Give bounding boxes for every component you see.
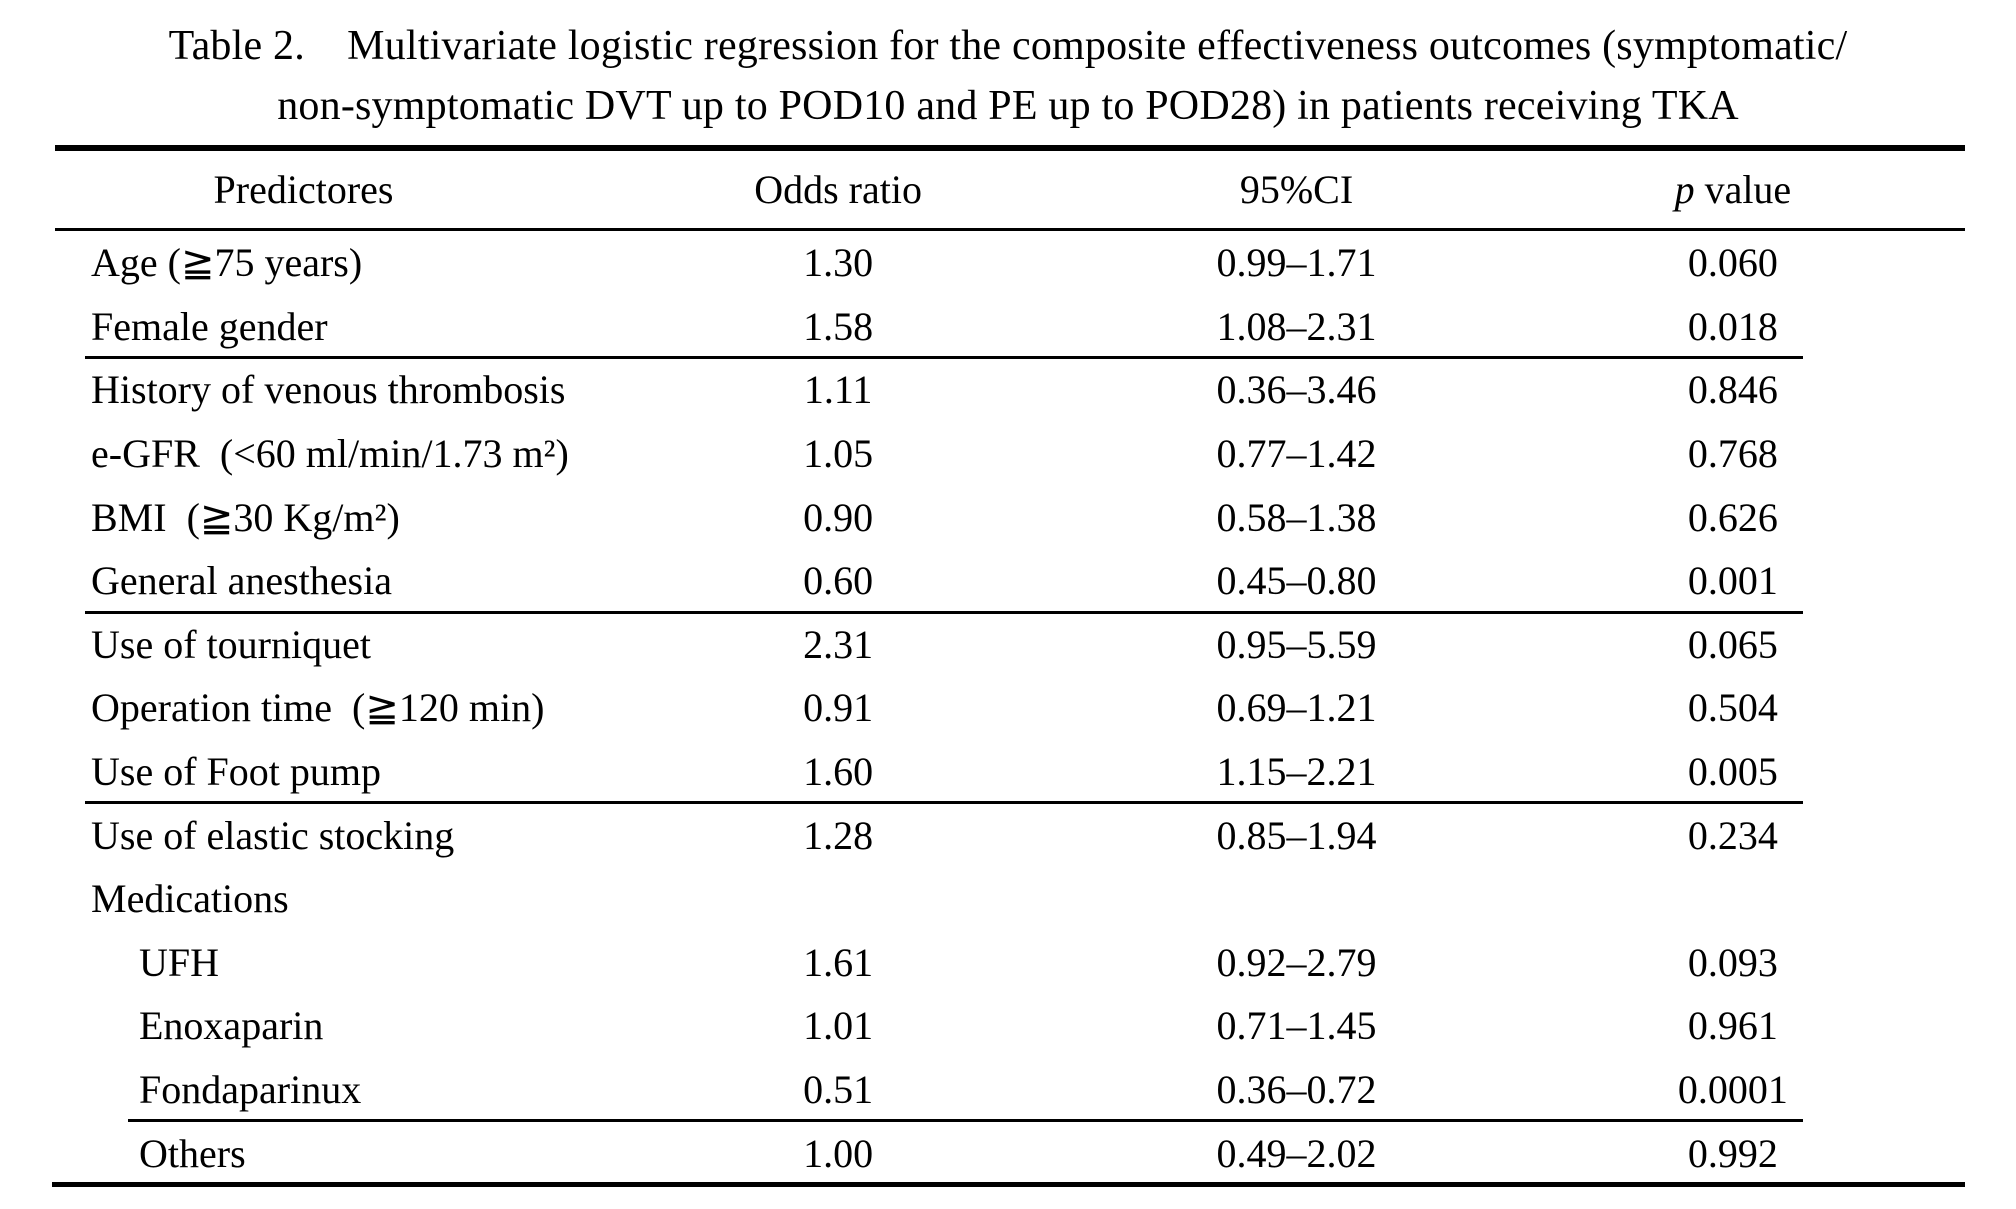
predictor-cell: Use of elastic stocking	[91, 812, 455, 858]
odds-ratio-cell: 0.60	[803, 558, 874, 604]
table-row: Use of Foot pump 1.60 1.15–2.21 0.005	[55, 740, 1965, 805]
table-header-row: Predictores Odds ratio 95%CI p value	[55, 151, 1965, 228]
odds-ratio-cell: 1.28	[803, 812, 874, 858]
table-body: Age (≧75 years) 1.30 0.99–1.71 0.060 Fem…	[55, 231, 1965, 1185]
ci-cell: 0.85–1.94	[1216, 812, 1377, 858]
p-value-cell: 0.065	[1687, 621, 1778, 667]
predictor-cell: Age (≧75 years)	[91, 240, 363, 286]
predictor-cell: Fondaparinux	[139, 1067, 362, 1113]
p-value-cell: 0.992	[1687, 1130, 1778, 1176]
predictor-cell: Enoxaparin	[139, 1003, 324, 1049]
table-row: UFH 1.61 0.92–2.79 0.093	[55, 931, 1965, 995]
predictor-cell: e-GFR (<60 ml/min/1.73 m²)	[91, 431, 569, 477]
table-row: General anesthesia 0.60 0.45–0.80 0.001	[55, 549, 1965, 614]
predictor-cell: UFH	[139, 939, 220, 985]
p-value-rest: value	[1694, 167, 1792, 212]
group-separator-rule	[85, 801, 1803, 805]
odds-ratio-cell: 1.05	[803, 431, 874, 477]
ci-cell: 0.77–1.42	[1216, 431, 1377, 477]
p-value-cell: 0.093	[1687, 939, 1778, 985]
ci-cell: 0.99–1.71	[1216, 240, 1377, 286]
table-row: History of venous thrombosis 1.11 0.36–3…	[55, 358, 1965, 422]
ci-cell: 0.95–5.59	[1216, 621, 1377, 667]
ci-cell: 0.36–3.46	[1216, 367, 1377, 413]
table-row: Enoxaparin 1.01 0.71–1.45 0.961	[55, 994, 1965, 1058]
p-value-cell: 0.768	[1687, 431, 1778, 477]
top-rule	[55, 145, 1965, 151]
table-row: Use of tourniquet 2.31 0.95–5.59 0.065	[55, 613, 1965, 677]
p-value-cell: 0.961	[1687, 1003, 1778, 1049]
predictor-cell: History of venous thrombosis	[91, 367, 566, 413]
table-row: Medications	[55, 867, 1965, 931]
table-caption-line2: non-symptomatic DVT up to POD10 and PE u…	[277, 83, 1739, 129]
ci-cell: 0.49–2.02	[1216, 1130, 1377, 1176]
p-value-cell: 0.626	[1687, 494, 1778, 540]
p-value-italic-p: p	[1674, 167, 1695, 212]
table-row: Age (≧75 years) 1.30 0.99–1.71 0.060	[55, 231, 1965, 295]
ci-cell: 0.45–0.80	[1216, 558, 1377, 604]
table-caption-line1: Table 2. Multivariate logistic regressio…	[168, 23, 1848, 69]
predictor-cell: Others	[139, 1130, 246, 1176]
table-row: Female gender 1.58 1.08–2.31 0.018	[55, 295, 1965, 360]
p-value-cell: 0.005	[1687, 749, 1778, 795]
predictor-cell: Use of Foot pump	[91, 749, 381, 795]
odds-ratio-cell: 2.31	[803, 621, 874, 667]
predictor-cell: General anesthesia	[91, 558, 392, 604]
header-separator-rule	[55, 228, 1965, 231]
table-caption: Table 2. Multivariate logistic regressio…	[0, 16, 2016, 136]
p-value-cell: 0.001	[1687, 558, 1778, 604]
odds-ratio-cell: 1.01	[803, 1003, 874, 1049]
predictor-cell: Use of tourniquet	[91, 621, 371, 667]
p-value-cell: 0.846	[1687, 367, 1778, 413]
predictors-column-header: Predictores	[213, 167, 394, 212]
ci-cell: 0.36–0.72	[1216, 1067, 1377, 1113]
ci-column-header: 95%CI	[1239, 167, 1354, 212]
p-value-cell: 0.018	[1687, 303, 1778, 349]
odds-ratio-cell: 0.51	[803, 1067, 874, 1113]
table-row: BMI (≧30 Kg/m²) 0.90 0.58–1.38 0.626	[55, 485, 1965, 549]
p-value-cell: 0.234	[1687, 812, 1778, 858]
odds-ratio-column-header: Odds ratio	[754, 167, 922, 212]
group-separator-rule	[85, 356, 1803, 360]
ci-cell: 1.08–2.31	[1216, 303, 1377, 349]
odds-ratio-cell: 1.58	[803, 303, 874, 349]
group-separator-rule	[128, 1119, 1803, 1123]
table-row: e-GFR (<60 ml/min/1.73 m²) 1.05 0.77–1.4…	[55, 422, 1965, 486]
table-row: Others 1.00 0.49–2.02 0.992	[55, 1121, 1965, 1185]
p-value-cell: 0.060	[1687, 240, 1778, 286]
predictor-cell: Operation time (≧120 min)	[91, 685, 545, 731]
ci-cell: 1.15–2.21	[1216, 749, 1377, 795]
predictor-cell: Medications	[91, 876, 289, 922]
p-value-cell: 0.0001	[1677, 1067, 1788, 1113]
odds-ratio-cell: 1.30	[803, 240, 874, 286]
p-value-column-header: p value	[1545, 166, 1965, 213]
ci-cell: 0.71–1.45	[1216, 1003, 1377, 1049]
odds-ratio-cell: 1.60	[803, 749, 874, 795]
odds-ratio-cell: 1.61	[803, 939, 874, 985]
p-value-cell: 0.504	[1687, 685, 1778, 731]
odds-ratio-cell: 1.11	[803, 367, 873, 413]
table-row: Fondaparinux 0.51 0.36–0.72 0.0001	[55, 1058, 1965, 1123]
ci-cell: 0.58–1.38	[1216, 494, 1377, 540]
predictor-cell: BMI (≧30 Kg/m²)	[91, 494, 400, 540]
table-row: Operation time (≧120 min) 0.91 0.69–1.21…	[55, 676, 1965, 740]
odds-ratio-cell: 1.00	[803, 1130, 874, 1176]
ci-cell: 0.69–1.21	[1216, 685, 1377, 731]
predictor-cell: Female gender	[91, 303, 328, 349]
odds-ratio-cell: 0.91	[803, 685, 874, 731]
ci-cell: 0.92–2.79	[1216, 939, 1377, 985]
odds-ratio-cell: 0.90	[803, 494, 874, 540]
bottom-rule	[52, 1182, 1965, 1187]
table-row: Use of elastic stocking 1.28 0.85–1.94 0…	[55, 803, 1965, 867]
group-separator-rule	[85, 610, 1803, 614]
